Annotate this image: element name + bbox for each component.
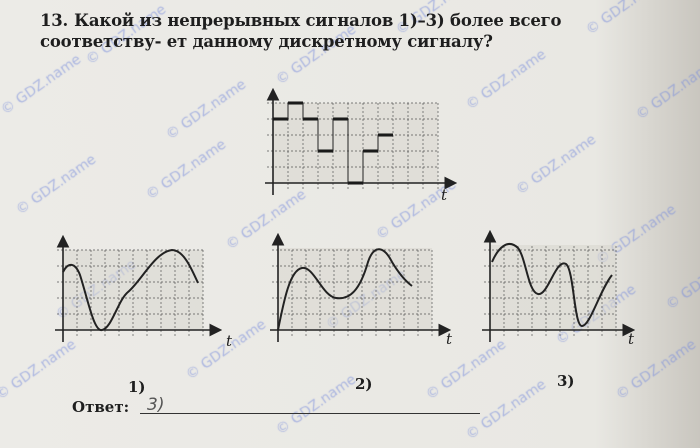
grid-background (273, 103, 438, 183)
signal-curve-1 (62, 248, 199, 331)
continuous-signal-graph-2 (270, 232, 452, 342)
continuous-signal-graph-3 (482, 229, 636, 342)
answer-label: Ответ: (72, 398, 130, 416)
discrete-axis-label: t (441, 186, 448, 204)
grid-background (490, 245, 616, 330)
option-3-label: 3) (557, 372, 575, 390)
discrete-signal-line (273, 102, 393, 184)
answer-value[interactable]: 3) (147, 395, 165, 415)
signal-curve-3 (491, 243, 613, 328)
discrete-signal-graph (265, 87, 458, 195)
option-1-label: 1) (128, 378, 146, 396)
continuous-signal-graph-1 (55, 234, 223, 342)
option-2-label: 2) (355, 375, 373, 393)
question-number: 13. (40, 11, 69, 30)
question-text: Какой из непрерывных сигналов 1)–3) боле… (40, 11, 562, 51)
question: 13. Какой из непрерывных сигналов 1)–3) б… (40, 10, 680, 52)
graph2-axis-label: t (446, 330, 453, 348)
signal-curve-2 (277, 248, 413, 331)
graph1-axis-label: t (226, 332, 233, 350)
graph3-axis-label: t (628, 330, 635, 348)
answer-line (140, 413, 480, 414)
